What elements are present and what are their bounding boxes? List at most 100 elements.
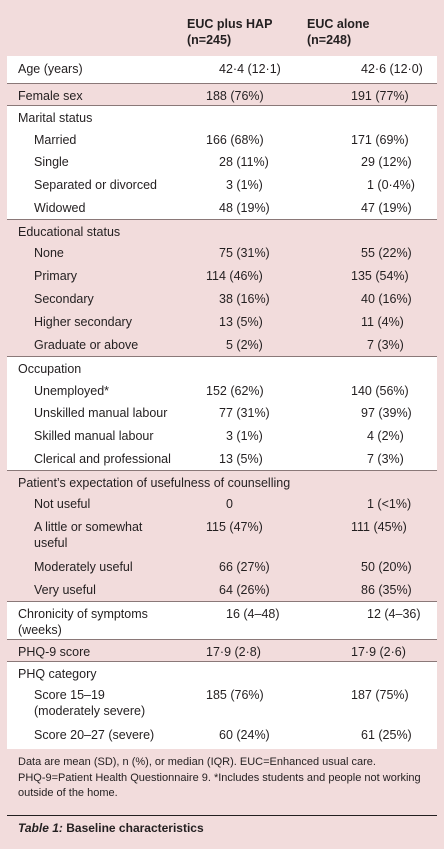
cell-euc-alone: 191 (77%): [351, 82, 437, 105]
cell-euc-alone: [351, 104, 437, 127]
table-row: Higher secondary 13 (5%) 11 (4%): [7, 310, 437, 333]
table-row: Moderately useful 66 (27%) 50 (20%): [7, 555, 437, 578]
row-label: Secondary: [34, 292, 94, 306]
cell-euc-plus-hap: 64 (26%): [219, 583, 270, 597]
row-label: Skilled manual labour: [34, 429, 154, 443]
cell-euc-alone: 7 (3%): [367, 338, 404, 352]
cell-euc-alone: 12 (4–36): [351, 600, 437, 639]
cell-euc-plus-hap: 0: [226, 497, 233, 511]
row-label: Score 20–27 (severe): [34, 728, 155, 742]
cell-euc-alone: 140 (56%): [351, 384, 409, 398]
table-row: None 75 (31%) 55 (22%): [7, 241, 437, 264]
cell-euc-alone: [351, 660, 437, 683]
cell-euc-plus-hap: 166 (68%): [206, 133, 264, 147]
cell-euc-alone: 42·6 (12·0): [361, 62, 423, 76]
table-row: Primary 114 (46%) 135 (54%): [7, 264, 437, 287]
column-header-line: (n=248): [307, 33, 352, 47]
row-label-line: Score 15–19: [34, 688, 105, 702]
row-label: Educational status: [7, 218, 199, 241]
row-label: Age (years): [18, 62, 83, 76]
row-label-line: (moderately severe): [34, 704, 146, 718]
cell-euc-plus-hap: 66 (27%): [219, 560, 270, 574]
cell-euc-plus-hap: 77 (31%): [219, 406, 270, 420]
cell-euc-plus-hap: [199, 660, 351, 683]
cell-euc-alone: 11 (4%): [361, 315, 404, 329]
table-row: Educational status: [7, 218, 437, 241]
cell-euc-plus-hap: 3 (1%): [226, 178, 263, 192]
cell-euc-alone: 1 (<1%): [367, 497, 412, 511]
row-label: Score 15–19 (moderately severe): [7, 683, 199, 723]
baseline-table: Age (years) 42·4 (12·1) 42·6 (12·0) Fema…: [7, 56, 437, 749]
row-label: Primary: [34, 269, 78, 283]
cell-euc-plus-hap: 42·4 (12·1): [219, 62, 281, 76]
row-label: None: [34, 246, 64, 260]
cell-euc-alone: 1 (0·4%): [367, 178, 415, 192]
row-label-line: (weeks): [18, 622, 62, 637]
row-label: Unemployed*: [34, 384, 110, 398]
row-label: A little or somewhat useful: [7, 515, 199, 555]
row-label: Very useful: [34, 583, 96, 597]
cell-euc-alone: [351, 355, 437, 378]
caption-label: Table 1:: [18, 821, 63, 835]
table-row: Skilled manual labour 3 (1%) 4 (2%): [7, 424, 437, 447]
cell-euc-plus-hap: [199, 355, 351, 378]
row-label: Moderately useful: [34, 560, 133, 574]
cell-euc-alone: 47 (19%): [361, 201, 412, 215]
cell-euc-alone: 55 (22%): [361, 246, 412, 260]
table-row: Secondary 38 (16%) 40 (16%): [7, 287, 437, 310]
column-header-line: (n=245): [187, 33, 232, 47]
table-row: Score 20–27 (severe) 60 (24%) 61 (25%): [7, 723, 437, 749]
footnote-line: PHQ-9=Patient Health Questionnaire 9. *I…: [18, 771, 421, 784]
table-row: Married 166 (68%) 171 (69%): [7, 127, 437, 150]
table-header: EUC plus HAP (n=245) EUC alone (n=248): [7, 6, 437, 56]
table-row: Score 15–19 (moderately severe) 185 (76%…: [7, 683, 437, 723]
cell-euc-alone: 29 (12%): [361, 155, 412, 169]
row-label: Marital status: [7, 104, 199, 127]
table-row: Female sex 188 (76%) 191 (77%): [7, 82, 437, 105]
cell-euc-plus-hap: 28 (11%): [219, 155, 269, 169]
cell-euc-alone: 7 (3%): [367, 452, 404, 466]
column-header-euc-alone: EUC alone (n=248): [307, 16, 370, 48]
cell-euc-plus-hap: 188 (76%): [199, 82, 351, 105]
row-label: Not useful: [34, 497, 91, 511]
row-label: Chronicity of symptoms (weeks): [7, 600, 199, 639]
table-row: Age (years) 42·4 (12·1) 42·6 (12·0): [7, 56, 437, 83]
table-row: Clerical and professional 13 (5%) 7 (3%): [7, 447, 437, 470]
row-label: Clerical and professional: [34, 452, 171, 466]
cell-euc-plus-hap: 75 (31%): [219, 246, 270, 260]
row-label: Married: [34, 133, 77, 147]
cell-euc-plus-hap: 3 (1%): [226, 429, 263, 443]
table-row: Graduate or above 5 (2%) 7 (3%): [7, 333, 437, 356]
column-header-line: EUC alone: [307, 17, 370, 31]
cell-euc-alone: 50 (20%): [361, 560, 412, 574]
row-label-line: Chronicity of symptoms: [18, 606, 148, 621]
cell-euc-alone: 111 (45%): [351, 520, 407, 534]
table-row: PHQ-9 score 17·9 (2·8) 17·9 (2·6): [7, 638, 437, 661]
row-label: Female sex: [7, 82, 199, 105]
footnote-line: outside of the home.: [18, 787, 118, 799]
footnote-line: Data are mean (SD), n (%), or median (IQ…: [18, 756, 376, 768]
row-label: PHQ category: [7, 660, 199, 683]
cell-euc-plus-hap: 115 (47%): [206, 520, 263, 534]
cell-euc-alone: 135 (54%): [351, 269, 409, 283]
row-label-line: A little or somewhat: [34, 520, 143, 534]
cell-euc-alone: 187 (75%): [351, 688, 409, 702]
cell-euc-plus-hap: 5 (2%): [226, 338, 263, 352]
cell-euc-plus-hap: [199, 104, 351, 127]
cell-euc-alone: 17·9 (2·6): [351, 638, 437, 661]
header-rule: [7, 56, 437, 57]
caption-text: Baseline characteristics: [62, 821, 204, 835]
cell-euc-plus-hap: 13 (5%): [219, 452, 263, 466]
cell-euc-plus-hap: 13 (5%): [219, 315, 263, 329]
table-row: Unskilled manual labour 77 (31%) 97 (39%…: [7, 401, 437, 424]
table-row: Not useful 0 1 (<1%): [7, 492, 437, 515]
table-row: Widowed 48 (19%) 47 (19%): [7, 196, 437, 219]
cell-euc-plus-hap: 185 (76%): [206, 688, 264, 702]
table-row: PHQ category: [7, 660, 437, 683]
table-row: Separated or divorced 3 (1%) 1 (0·4%): [7, 173, 437, 196]
table-row: Unemployed* 152 (62%) 140 (56%): [7, 378, 437, 401]
cell-euc-alone: 97 (39%): [361, 406, 412, 420]
cell-euc-alone: 40 (16%): [361, 292, 412, 306]
cell-euc-plus-hap: 60 (24%): [219, 728, 270, 742]
row-label: Higher secondary: [34, 315, 132, 329]
